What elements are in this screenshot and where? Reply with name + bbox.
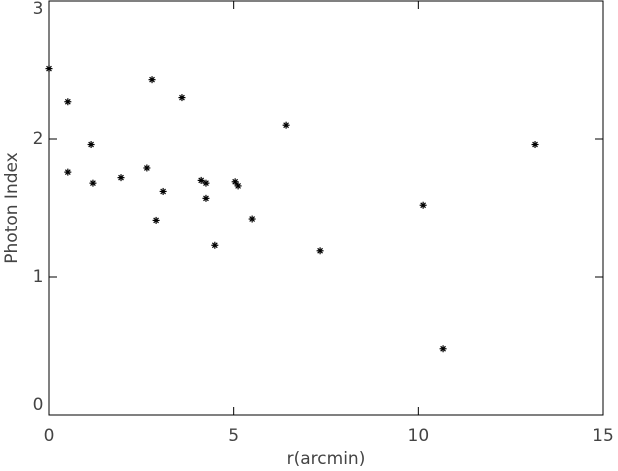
point — [89, 179, 97, 187]
star-stroke — [88, 141, 94, 148]
star-stroke — [153, 217, 159, 224]
point — [117, 174, 125, 182]
point — [419, 201, 427, 209]
star-stroke — [198, 177, 205, 184]
star-stroke — [283, 122, 289, 129]
star-stroke — [211, 242, 218, 249]
star-stroke — [317, 247, 323, 254]
star-stroke — [203, 195, 209, 202]
point — [87, 141, 95, 149]
star-stroke — [118, 174, 124, 181]
star-stroke — [149, 76, 155, 83]
y-tick-label: 3 — [33, 0, 44, 19]
point — [159, 187, 167, 195]
star-stroke — [46, 65, 52, 72]
point — [143, 164, 151, 172]
point — [211, 241, 219, 249]
star-stroke — [232, 178, 239, 185]
star-stroke — [143, 165, 150, 171]
point — [152, 216, 160, 224]
x-tick-label: 15 — [592, 426, 614, 446]
plot-frame — [48, 0, 604, 416]
star-stroke — [90, 180, 96, 187]
y-tick-label: 1 — [33, 267, 44, 287]
point — [234, 182, 242, 190]
point — [439, 345, 447, 353]
x-axis-label: r(arcmin) — [287, 449, 366, 469]
point — [197, 176, 205, 184]
x-tick-label: 10 — [408, 426, 430, 446]
x-tick-label: 0 — [44, 426, 55, 446]
star-stroke — [235, 183, 241, 189]
point — [531, 141, 539, 149]
point — [202, 179, 210, 187]
star-stroke — [420, 202, 427, 209]
point — [248, 215, 256, 223]
point — [148, 76, 156, 84]
point — [45, 65, 53, 73]
point — [202, 194, 210, 202]
point — [64, 168, 72, 176]
star-stroke — [64, 98, 71, 105]
star-stroke — [179, 94, 185, 101]
point — [282, 121, 290, 129]
star-stroke — [532, 141, 538, 148]
point — [316, 247, 324, 255]
x-tick-label: 5 — [228, 426, 239, 446]
star-stroke — [203, 180, 209, 187]
star-stroke — [249, 216, 256, 222]
point — [178, 94, 186, 102]
y-axis-label: Photon Index — [2, 152, 22, 263]
y-tick-label: 2 — [33, 129, 44, 149]
star-stroke — [440, 345, 446, 352]
point — [231, 178, 239, 186]
star-stroke — [64, 169, 71, 175]
point — [64, 98, 72, 106]
star-stroke — [160, 188, 166, 195]
y-tick-label: 0 — [33, 395, 44, 415]
